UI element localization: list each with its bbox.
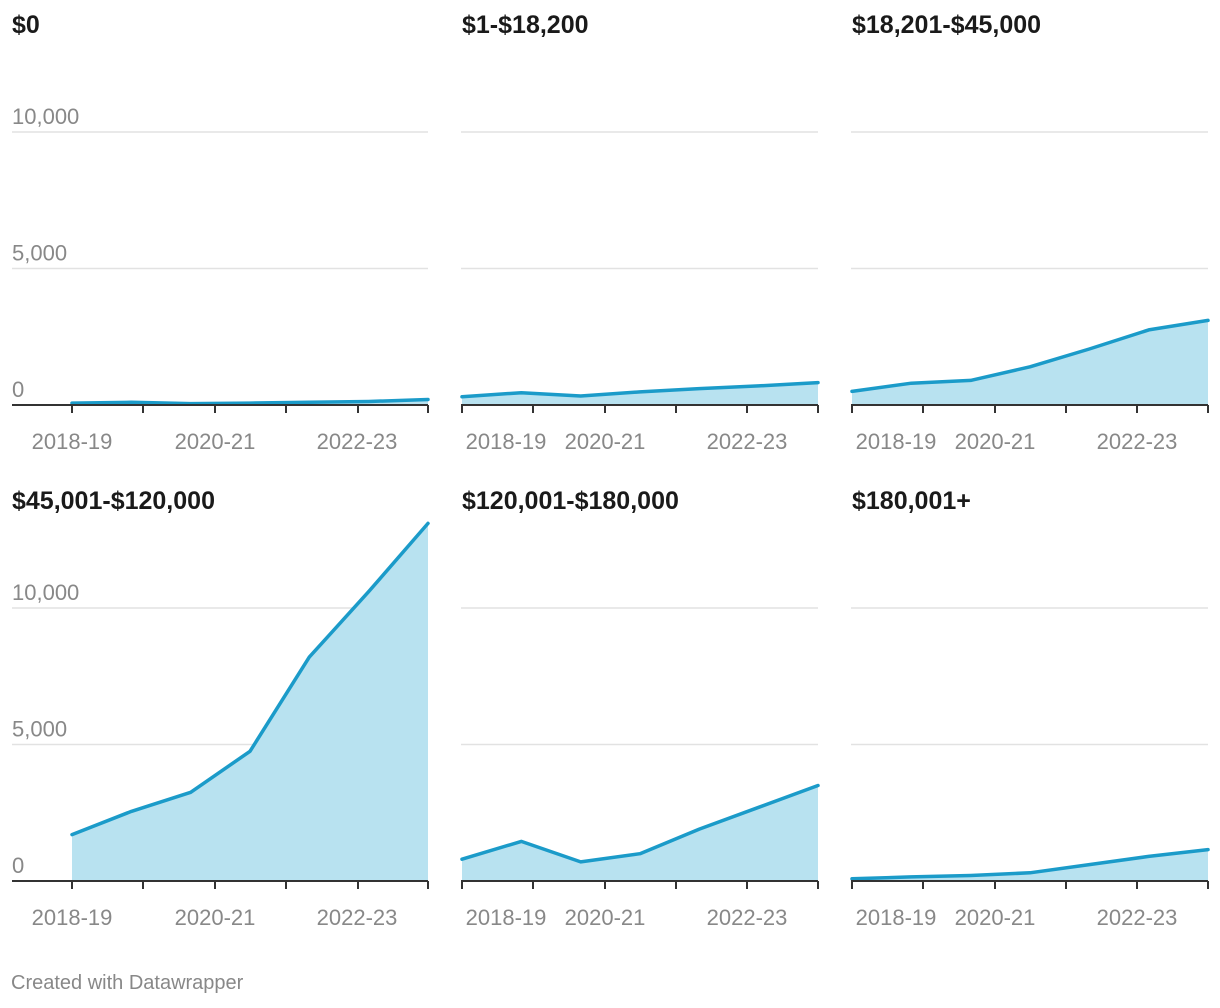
x-tick-label: 2020-21 [955,429,1036,454]
x-tick-label: 2022-23 [1097,905,1178,930]
series-line [850,847,1210,881]
y-tick-label: 10,000 [12,580,79,605]
panel-title: $180,001+ [852,487,971,515]
y-tick-label: 10,000 [12,104,79,129]
panel-title: $0 [12,11,40,39]
series-line [460,380,820,399]
series-line [70,521,430,837]
x-tick-label: 2018-19 [856,905,937,930]
credit-footer: Created with Datawrapper [11,972,244,994]
series-area [462,785,818,881]
x-tick-label: 2020-21 [955,905,1036,930]
panel-title: $45,001-$120,000 [12,487,215,515]
x-tick-label: 2020-21 [565,429,646,454]
x-tick-label: 2022-23 [707,905,788,930]
x-tick-label: 2022-23 [707,429,788,454]
series-area [852,849,1208,881]
y-tick-label: 5,000 [12,241,67,266]
series-area [72,523,428,881]
series-area [852,320,1208,405]
series-line [460,783,820,864]
panel-title: $120,001-$180,000 [462,487,679,515]
y-tick-label: 0 [12,853,24,878]
x-tick-label: 2018-19 [466,905,547,930]
y-tick-label: 0 [12,377,24,402]
panel-title: $1-$18,200 [462,11,589,39]
x-tick-label: 2022-23 [317,429,398,454]
x-tick-label: 2018-19 [32,429,113,454]
x-tick-label: 2018-19 [32,905,113,930]
x-tick-label: 2020-21 [175,905,256,930]
x-tick-label: 2022-23 [317,905,398,930]
y-tick-label: 5,000 [12,717,67,742]
x-tick-label: 2020-21 [175,429,256,454]
series-line [850,318,1210,394]
x-tick-label: 2020-21 [565,905,646,930]
x-tick-label: 2018-19 [856,429,937,454]
x-tick-label: 2022-23 [1097,429,1178,454]
x-tick-label: 2018-19 [466,429,547,454]
series-line [70,397,430,406]
panel-title: $18,201-$45,000 [852,11,1041,39]
